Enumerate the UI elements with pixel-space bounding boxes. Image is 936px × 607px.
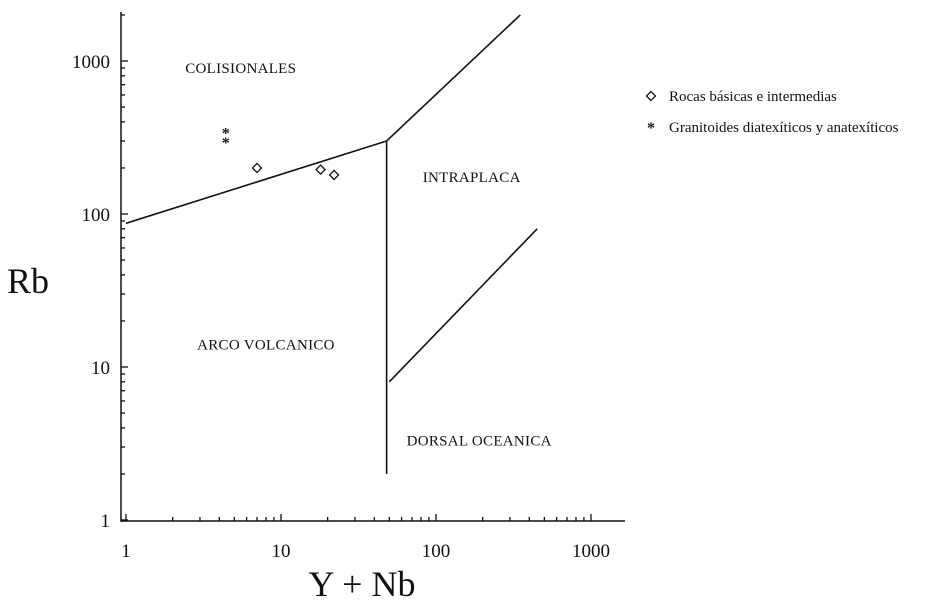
x-axis-title: Y + Nb xyxy=(309,564,416,604)
diamond-point xyxy=(328,169,340,181)
boundary-line xyxy=(125,140,387,225)
star-point: * xyxy=(222,135,230,152)
diamond-point xyxy=(251,162,263,174)
y-tick-label: 100 xyxy=(82,205,111,226)
y-tick-label: 10 xyxy=(91,358,110,379)
star-point: * xyxy=(222,126,230,143)
axes xyxy=(120,12,625,522)
diamond-point xyxy=(315,164,326,176)
legend-entry-label: Granitoides diatexíticos y anatexíticos xyxy=(669,120,899,136)
ticks xyxy=(121,14,592,521)
region-label: INTRAPLACA xyxy=(423,170,521,186)
x-tick-label: 1 xyxy=(121,541,131,562)
y-tick-label: 1 xyxy=(101,511,111,532)
x-tick-label: 1000 xyxy=(572,541,610,562)
region-labels: COLISIONALES INTRAPLACA ARCO VOLCANICO DORS… xyxy=(185,61,552,450)
legend: Rocas básicas e intermedias * Granitoides … xyxy=(645,89,899,137)
legend-star-marker: * xyxy=(647,120,655,137)
tick-labels: 1 10 100 1000 1 10 100 1000 xyxy=(72,52,610,562)
legend-diamond-marker xyxy=(645,90,657,102)
boundary-lines xyxy=(125,14,538,474)
region-label: COLISIONALES xyxy=(185,61,296,77)
y-axis-title: Rb xyxy=(7,261,49,301)
legend-entry-label: Rocas básicas e intermedias xyxy=(669,89,837,105)
region-label: ARCO VOLCANICO xyxy=(197,338,335,354)
boundary-line xyxy=(386,14,521,142)
x-tick-label: 100 xyxy=(422,541,451,562)
x-tick-label: 10 xyxy=(272,541,291,562)
data-points: ** xyxy=(222,126,340,181)
region-label: DORSAL OCEANICA xyxy=(407,434,552,450)
y-tick-label: 1000 xyxy=(72,52,110,73)
boundary-line xyxy=(388,228,538,383)
